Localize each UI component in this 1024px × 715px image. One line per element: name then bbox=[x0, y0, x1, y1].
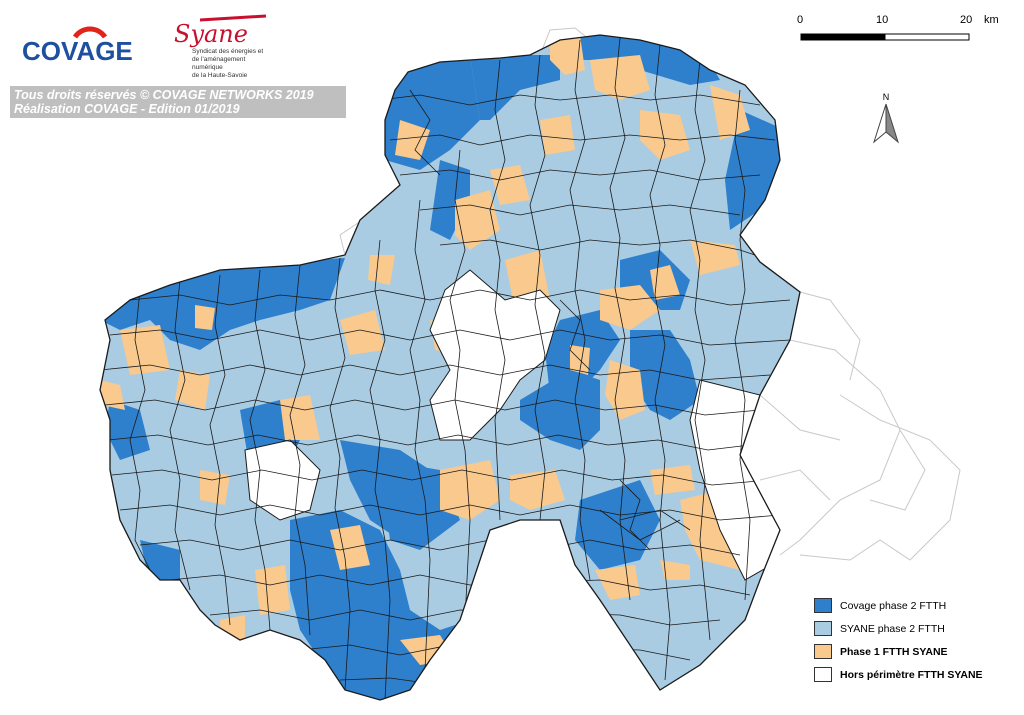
covage-logo-text: COVAGE bbox=[22, 36, 133, 66]
scale-tick-label: 10 bbox=[876, 14, 889, 26]
department-outline bbox=[99, 34, 801, 701]
map-legend: Covage phase 2 FTTH SYANE phase 2 FTTH P… bbox=[814, 594, 1014, 686]
north-arrow-icon bbox=[873, 103, 899, 144]
scale-unit-label: km bbox=[984, 14, 999, 26]
syane-subtitle-line: Syndicat des énergies et bbox=[192, 48, 264, 55]
syane-logo: Syane bbox=[170, 12, 280, 57]
copyright-line: Tous droits réservés © COVAGE NETWORKS 2… bbox=[14, 88, 314, 102]
scale-bar-graphic bbox=[800, 33, 970, 41]
legend-item-phase1: Phase 1 FTTH SYANE bbox=[814, 640, 1014, 663]
legend-item-covage-phase2: Covage phase 2 FTTH bbox=[814, 594, 1014, 617]
covage-logo: COVAGE bbox=[20, 24, 160, 79]
syane-subtitle: Syndicat des énergies et de l'aménagemen… bbox=[192, 48, 272, 80]
scale-tick-label: 20 bbox=[960, 14, 973, 26]
legend-swatch bbox=[814, 598, 832, 613]
legend-item-outside-perimeter: Hors périmètre FTTH SYANE bbox=[814, 663, 1014, 686]
copyright-banner: Tous droits réservés © COVAGE NETWORKS 2… bbox=[10, 86, 346, 118]
legend-label: SYANE phase 2 FTTH bbox=[840, 622, 945, 635]
edition-line: Réalisation COVAGE - Edition 01/2019 bbox=[14, 102, 240, 116]
legend-swatch bbox=[814, 644, 832, 659]
syane-subtitle-line: de la Haute-Savoie bbox=[192, 72, 248, 79]
legend-swatch bbox=[814, 667, 832, 682]
scale-bar: 0 10 20 km bbox=[797, 14, 1000, 54]
commune-boundaries bbox=[100, 37, 791, 700]
legend-label: Covage phase 2 FTTH bbox=[840, 599, 947, 612]
legend-label: Hors périmètre FTTH SYANE bbox=[840, 668, 983, 681]
north-arrow: N bbox=[868, 92, 904, 151]
syane-logo-text: Syane bbox=[174, 20, 248, 48]
legend-item-syane-phase2: SYANE phase 2 FTTH bbox=[814, 617, 1014, 640]
north-label: N bbox=[882, 92, 890, 102]
syane-subtitle-line: de l'aménagement numérique bbox=[192, 56, 246, 71]
scale-tick-label: 0 bbox=[797, 14, 804, 26]
legend-swatch bbox=[814, 621, 832, 636]
phase1-regions bbox=[100, 35, 780, 665]
legend-label: Phase 1 FTTH SYANE bbox=[840, 645, 948, 658]
